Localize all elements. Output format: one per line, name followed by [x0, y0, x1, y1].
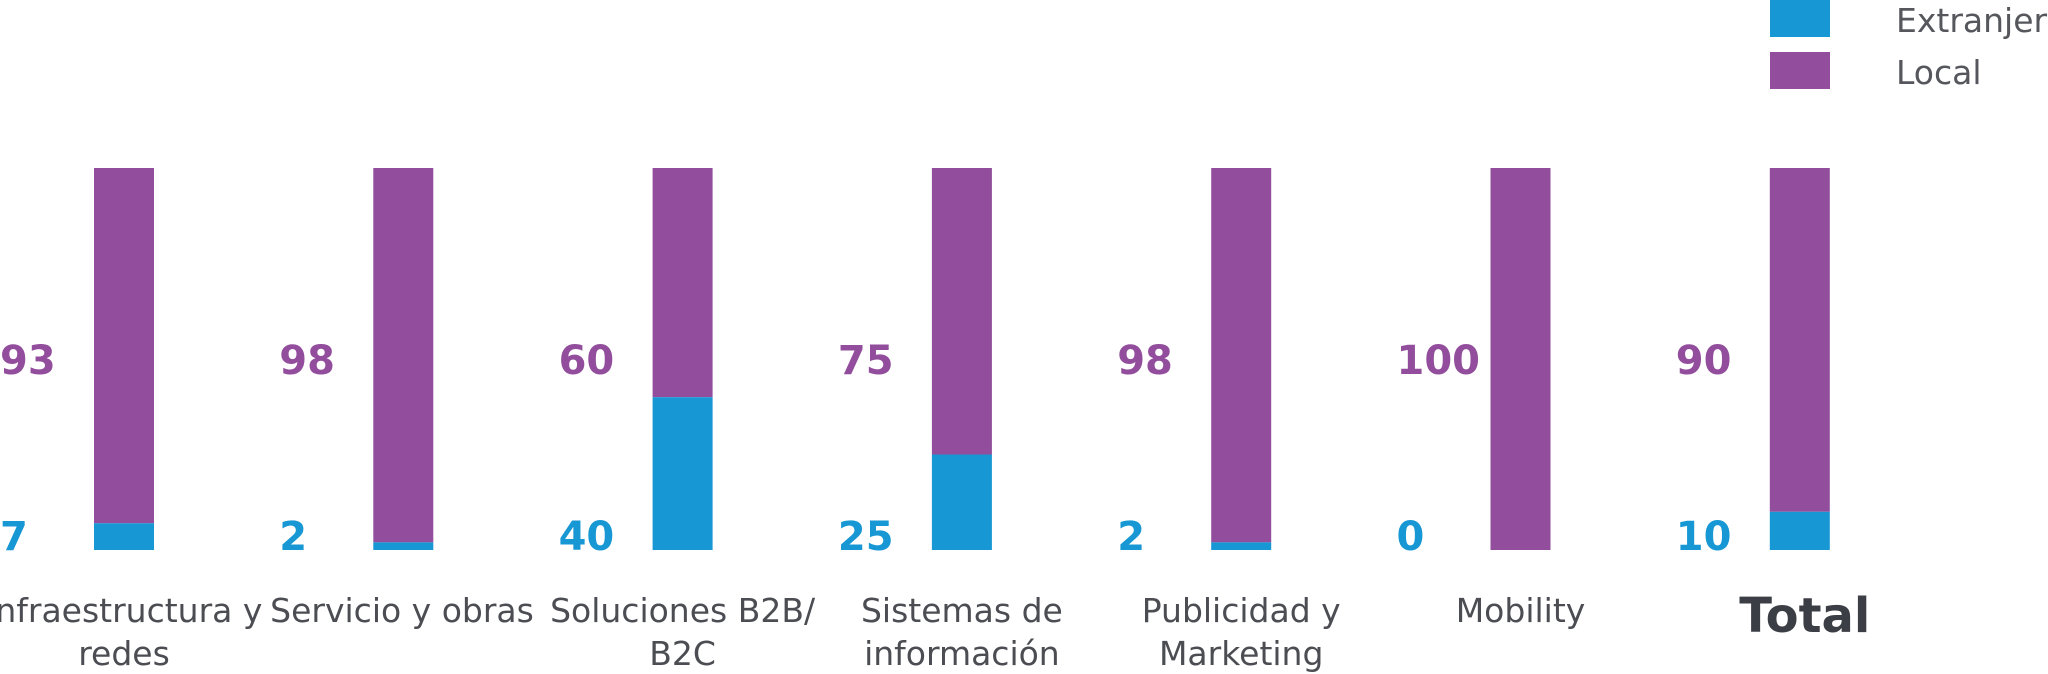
- bar-foreign-segment: [94, 523, 154, 550]
- value-label-foreign: 0: [1397, 514, 1425, 560]
- category-labels-group: Infraestructura y redes Servicio y obras So…: [0, 588, 1870, 673]
- category-label: B2C: [649, 634, 716, 673]
- value-label-foreign: 2: [279, 514, 307, 560]
- bar-local-segment: [1490, 168, 1551, 550]
- category-label: Mobility: [1456, 591, 1586, 630]
- value-label-local: 93: [0, 338, 56, 384]
- value-labels-group: 93 7 98 2 60 40 75 25 98 2 100 0 90 10: [0, 338, 1731, 560]
- legend-label-foreign: Extranjero: [1896, 1, 2048, 40]
- legend-label-local: Local: [1896, 53, 1982, 92]
- value-label-foreign: 2: [1117, 514, 1145, 560]
- value-label-foreign: 40: [559, 514, 615, 560]
- bars-group: [94, 168, 1830, 550]
- category-label: Total: [1739, 588, 1870, 644]
- category-label: Marketing: [1159, 634, 1323, 673]
- bar-foreign-segment: [373, 542, 434, 550]
- legend: Extranjero Local: [1770, 0, 2048, 92]
- bar-local-segment: [1211, 168, 1272, 543]
- bar-local-segment: [373, 168, 434, 543]
- category-label: Infraestructura y: [0, 591, 262, 630]
- legend-swatch-local: [1770, 52, 1830, 89]
- category-label: Publicidad y: [1142, 591, 1341, 630]
- value-label-foreign: 7: [0, 514, 28, 560]
- value-label-local: 90: [1676, 338, 1732, 384]
- category-label: información: [864, 634, 1060, 673]
- bar-foreign-segment: [931, 454, 992, 550]
- bar-local-segment: [652, 168, 713, 398]
- value-label-local: 75: [838, 338, 894, 384]
- category-label: Servicio y obras: [270, 591, 534, 630]
- bar-local-segment: [1769, 168, 1830, 512]
- value-label-local: 98: [279, 338, 335, 384]
- category-label: redes: [78, 634, 170, 673]
- category-label: Sistemas de: [861, 591, 1063, 630]
- bar-local-segment: [931, 168, 992, 455]
- bar-local-segment: [94, 168, 154, 524]
- bar-foreign-segment: [652, 397, 713, 550]
- value-label-foreign: 10: [1676, 514, 1732, 560]
- value-label-foreign: 25: [838, 514, 894, 560]
- category-label: Soluciones B2B/: [550, 591, 816, 630]
- bar-foreign-segment: [1211, 542, 1272, 550]
- bar-foreign-segment: [1769, 511, 1830, 550]
- value-label-local: 98: [1117, 338, 1173, 384]
- value-label-local: 100: [1397, 338, 1481, 384]
- value-label-local: 60: [559, 338, 615, 384]
- legend-swatch-foreign: [1770, 0, 1830, 37]
